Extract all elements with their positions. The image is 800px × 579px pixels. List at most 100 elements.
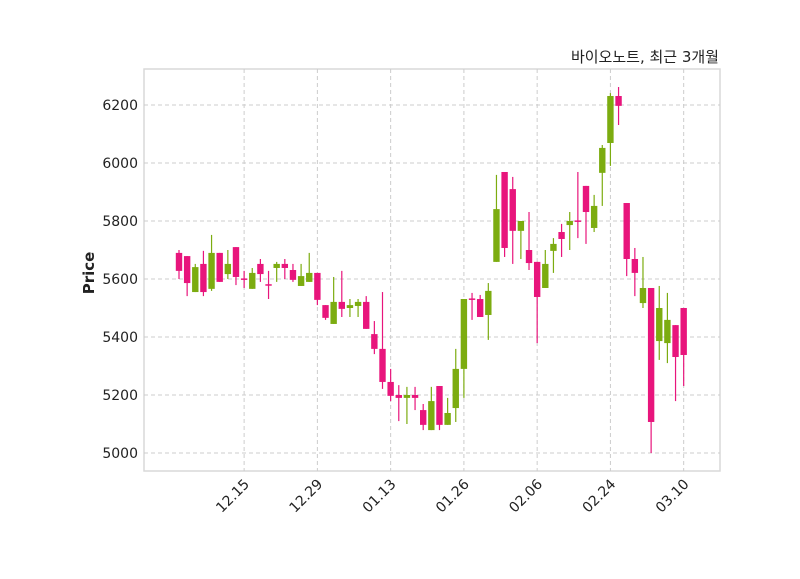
candle-body <box>566 221 573 226</box>
candle-down <box>322 305 329 320</box>
candle-up <box>517 221 525 259</box>
candle-body <box>289 270 297 280</box>
candle-body <box>411 395 419 398</box>
candle-body <box>656 308 663 342</box>
candle-down <box>363 296 370 329</box>
candle-down <box>240 270 248 288</box>
candle-up <box>566 212 573 250</box>
candle-body <box>444 412 451 425</box>
gridlines <box>144 69 720 471</box>
candle-body <box>550 243 557 251</box>
candle-down <box>387 368 394 402</box>
y-axis: 5000 5200 5400 5600 5800 6000 6200 <box>102 98 138 462</box>
chart-title: 바이오노트, 최근 3개월 <box>571 48 719 66</box>
candle-body <box>265 284 272 286</box>
candle-up <box>550 238 557 273</box>
x-tick-label: 12.15 <box>213 477 253 517</box>
x-tick-label: 02.24 <box>580 476 620 516</box>
candle-body <box>493 209 500 262</box>
candle-down <box>672 325 679 402</box>
candle-body <box>232 247 240 277</box>
candle-down <box>281 258 289 279</box>
candle-down <box>257 258 264 282</box>
candle-body <box>485 290 492 315</box>
candle-up <box>354 299 362 317</box>
candle-body <box>672 325 679 358</box>
candle-up <box>192 263 199 293</box>
candle-body <box>623 203 630 259</box>
candle-body <box>460 299 468 369</box>
candle-body <box>403 395 411 398</box>
candle-up <box>639 256 647 308</box>
candle-up <box>542 250 549 288</box>
candle-body <box>525 250 533 264</box>
candle-body <box>257 263 264 275</box>
candle-down <box>183 256 191 297</box>
candle-up <box>249 267 256 289</box>
candle-body <box>330 301 337 324</box>
candle-down <box>338 270 345 317</box>
candle-body <box>363 301 370 329</box>
candle-down <box>558 223 565 257</box>
candle-body <box>354 301 362 306</box>
candle-body <box>200 263 207 293</box>
candle-up <box>224 250 232 279</box>
candle-down <box>314 272 321 306</box>
candle-down <box>265 270 272 300</box>
candle-down <box>631 247 639 297</box>
candle-body <box>249 272 256 289</box>
candle-body <box>542 263 549 288</box>
candle-up <box>297 263 305 286</box>
candles <box>175 87 687 453</box>
candle-up <box>664 292 671 364</box>
candle-up <box>330 276 337 324</box>
candle-body <box>517 221 525 231</box>
candle-body <box>582 185 590 213</box>
candle-down <box>509 176 516 264</box>
candle-down <box>525 212 533 271</box>
candle-down <box>476 294 484 317</box>
y-tick-label: 6000 <box>102 156 138 172</box>
candle-body <box>322 305 329 318</box>
candle-body <box>639 287 647 304</box>
candle-body <box>599 147 606 173</box>
candle-down <box>420 403 427 431</box>
x-axis: 12.15 12.29 01.13 01.26 02.06 02.24 03.10 <box>213 476 692 516</box>
x-tick-label: 01.26 <box>433 476 473 516</box>
candle-body <box>387 381 394 396</box>
candle-body <box>420 410 427 425</box>
candle-down <box>582 185 590 244</box>
candle-body <box>306 272 313 282</box>
candle-body <box>216 252 223 282</box>
candle-body <box>615 96 622 106</box>
candle-body <box>281 263 289 268</box>
candle-body <box>590 205 598 228</box>
candle-up <box>444 397 451 425</box>
candle-up <box>452 348 459 422</box>
candle-body <box>338 301 345 309</box>
candle-body <box>558 232 565 239</box>
candle-up <box>273 261 280 282</box>
candle-down <box>615 87 622 126</box>
candle-body <box>509 189 516 231</box>
y-tick-label: 5400 <box>102 330 138 346</box>
x-tick-label: 12.29 <box>287 477 327 517</box>
candle-body <box>175 252 183 271</box>
candle-down <box>216 252 223 282</box>
y-axis-label: Price <box>80 252 98 295</box>
candle-body <box>533 261 541 297</box>
candle-down <box>379 292 386 389</box>
candle-up <box>656 285 663 360</box>
candle-body <box>631 258 639 273</box>
candle-down <box>574 171 582 239</box>
y-tick-label: 5600 <box>102 272 138 288</box>
candle-down <box>395 385 402 422</box>
y-tick-label: 5800 <box>102 214 138 230</box>
candle-down <box>533 261 541 344</box>
candle-up <box>493 174 500 262</box>
candle-body <box>452 368 459 409</box>
candle-body <box>476 299 484 317</box>
y-tick-label: 5200 <box>102 388 138 404</box>
candle-up <box>306 252 313 282</box>
